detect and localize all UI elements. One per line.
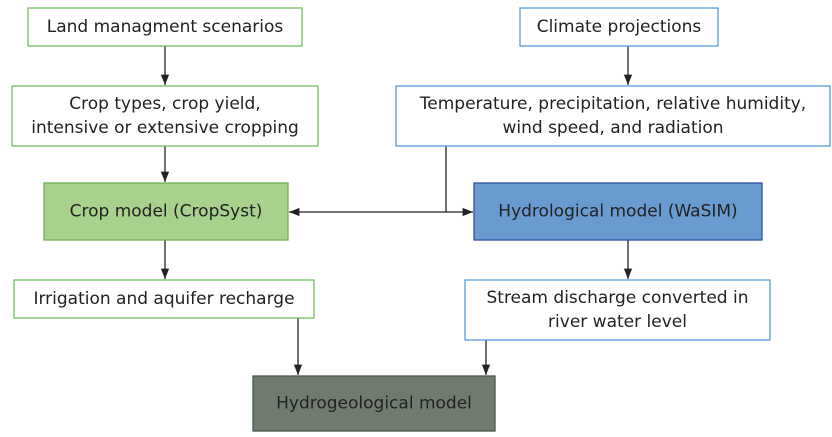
node-label: Hydrogeological model xyxy=(276,394,472,414)
node-box xyxy=(252,375,496,432)
node-label: Irrigation and aquifer recharge xyxy=(33,289,294,309)
node-label: Crop model (CropSyst) xyxy=(70,202,263,222)
node-box xyxy=(395,85,831,147)
node-label: Stream discharge converted in xyxy=(486,288,748,308)
node-box xyxy=(473,182,763,241)
arrows xyxy=(160,46,633,375)
node-label: Hydrological model (WaSIM) xyxy=(498,202,737,222)
node-box xyxy=(11,85,319,147)
node-box xyxy=(27,7,303,47)
node-label: wind speed, and radiation xyxy=(502,118,723,138)
node-box xyxy=(13,279,315,319)
node-label: intensive or extensive cropping xyxy=(31,118,299,138)
node-box xyxy=(43,182,289,241)
node-box xyxy=(519,7,719,47)
node-label: Land managment scenarios xyxy=(47,17,284,37)
node-box xyxy=(464,279,771,341)
node-label: Climate projections xyxy=(537,17,702,37)
node-label: Crop types, crop yield, xyxy=(69,94,260,114)
node-label: river water level xyxy=(548,312,687,332)
node-label: Temperature, precipitation, relative hum… xyxy=(419,94,806,114)
